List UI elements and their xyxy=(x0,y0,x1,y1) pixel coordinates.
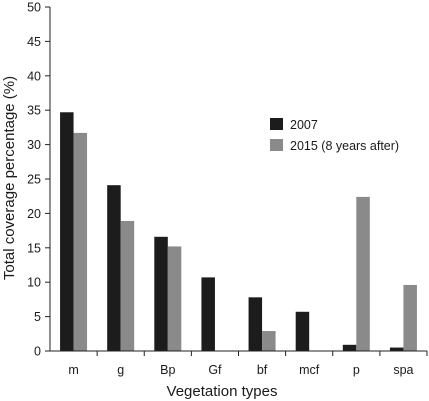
y-tick-label: 50 xyxy=(27,1,41,15)
y-tick-label: 5 xyxy=(34,310,41,324)
x-tick-label: mcf xyxy=(299,363,320,377)
bar-series2 xyxy=(73,132,88,351)
x-tick-label: Gf xyxy=(208,363,222,377)
legend-swatch xyxy=(270,139,283,151)
legend-label: 2015 (8 years after) xyxy=(290,139,399,153)
x-tick-label: Bp xyxy=(160,363,175,377)
y-tick-label: 0 xyxy=(34,345,41,359)
bar-series1 xyxy=(154,236,168,351)
y-tick-label: 45 xyxy=(27,35,41,49)
y-tick-label: 40 xyxy=(27,69,41,83)
y-axis-ticks: 0 5 10 15 20 25 30 35 40 45 50 xyxy=(27,1,50,359)
bar-series2 xyxy=(262,331,276,351)
y-tick-label: 25 xyxy=(27,173,41,187)
legend: 2007 2015 (8 years after) xyxy=(270,118,399,153)
y-tick-label: 30 xyxy=(27,138,41,152)
bar-series2 xyxy=(120,220,135,351)
bar-series1 xyxy=(342,344,357,351)
bar-series1 xyxy=(248,297,263,351)
bar-series1 xyxy=(201,277,215,351)
x-tick-label: p xyxy=(353,363,360,377)
legend-swatch xyxy=(270,118,283,130)
y-tick-label: 35 xyxy=(27,104,41,118)
x-tick-label: bf xyxy=(257,363,268,377)
x-axis-ticks: m g Bp Gf bf mcf p spa xyxy=(68,351,428,377)
y-axis-title: Total coverage percentage (%) xyxy=(1,76,18,280)
bar-series2 xyxy=(167,246,182,351)
bar-series1 xyxy=(389,347,404,351)
x-tick-label: m xyxy=(68,363,78,377)
y-tick-label: 10 xyxy=(27,276,41,290)
legend-label: 2007 xyxy=(290,118,318,132)
bar-series1 xyxy=(295,311,310,351)
bar-series2 xyxy=(403,284,417,351)
y-tick-label: 20 xyxy=(27,207,41,221)
y-tick-label: 15 xyxy=(27,241,41,255)
bar-series1 xyxy=(60,112,74,351)
x-tick-label: spa xyxy=(393,363,413,377)
bar-series1 xyxy=(107,185,121,351)
bars xyxy=(60,112,417,351)
x-tick-label: g xyxy=(117,363,124,377)
x-axis-title: Vegetation types xyxy=(167,383,278,400)
bar-series2 xyxy=(356,196,370,351)
